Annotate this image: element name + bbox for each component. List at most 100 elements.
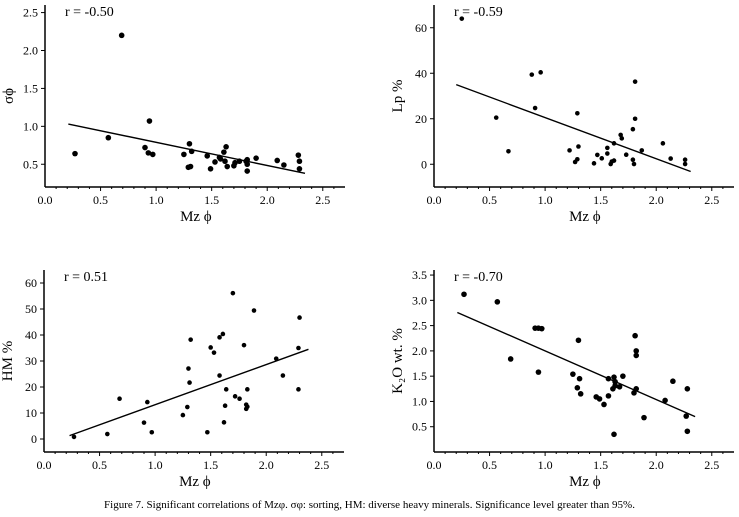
data-point <box>142 144 148 151</box>
data-point <box>662 397 668 404</box>
x-tick-label: 1.5 <box>204 193 219 207</box>
trend-line <box>457 311 696 418</box>
data-point <box>633 348 640 354</box>
data-point <box>224 163 231 170</box>
y-tick-label: 50 <box>25 302 37 316</box>
data-point <box>616 383 623 390</box>
data-point <box>620 373 626 379</box>
data-point <box>682 161 688 167</box>
data-point <box>251 308 257 313</box>
data-point <box>244 156 251 163</box>
data-point <box>149 151 156 158</box>
y-tick-label: 2.5 <box>23 6 38 20</box>
data-point <box>623 152 629 157</box>
data-point <box>532 105 538 111</box>
y-tick-label: 60 <box>25 276 37 290</box>
y-tick-label: 1.5 <box>23 81 38 95</box>
data-point <box>221 149 227 155</box>
data-point <box>273 356 279 361</box>
trend-line <box>69 348 309 437</box>
data-point <box>507 356 514 362</box>
y-axis-label: σϕ <box>1 88 17 104</box>
y-axis-label: K₂O wt. % <box>390 328 406 394</box>
data-point <box>605 145 610 151</box>
data-point <box>188 337 193 342</box>
y-tick-label: 3.0 <box>412 293 427 307</box>
data-point <box>241 342 247 348</box>
data-point <box>237 396 242 402</box>
data-point <box>244 168 251 174</box>
data-point <box>619 136 625 141</box>
data-point <box>529 72 535 77</box>
data-point <box>574 384 581 391</box>
data-point <box>595 152 600 158</box>
data-point <box>281 162 287 168</box>
data-point <box>211 350 217 355</box>
data-point <box>280 373 286 378</box>
data-point <box>207 166 214 172</box>
x-tick-label: 0.5 <box>92 458 107 472</box>
trend-line <box>455 83 691 173</box>
data-point <box>493 115 499 120</box>
data-point <box>236 158 243 165</box>
x-tick-label: 0.5 <box>93 193 108 207</box>
data-point <box>141 420 147 425</box>
data-point <box>205 429 210 435</box>
data-point <box>538 325 545 332</box>
scatter-panel-4: 0.0 0.5 1.0 1.5 2.0 2.5 0.5 1.0 1.5 2.0 2.5 3.0 3.5 M… <box>390 268 734 490</box>
data-point <box>630 126 636 132</box>
data-point <box>118 32 125 39</box>
data-point <box>232 159 238 166</box>
data-point <box>181 151 187 158</box>
x-tick-label: 2.0 <box>649 193 664 207</box>
data-point <box>611 374 617 380</box>
data-point <box>186 366 191 371</box>
data-point <box>145 399 150 405</box>
y-tick-label: 2.0 <box>412 344 427 358</box>
data-point <box>244 161 251 168</box>
data-point <box>185 404 190 410</box>
data-point <box>105 431 110 437</box>
data-point <box>220 331 226 337</box>
data-point <box>682 157 688 162</box>
data-point <box>683 413 690 419</box>
correlation-annotation: r = 0.51 <box>64 270 108 285</box>
data-point <box>71 434 77 440</box>
data-point <box>591 161 597 166</box>
data-point <box>575 110 580 116</box>
y-tick-label: 3.5 <box>412 268 427 282</box>
scatter-panel-3: 0.0 0.5 1.0 1.5 2.0 2.5 0 10 20 30 40 50 60 Mz ϕ HM % r… <box>0 270 344 490</box>
x-tick-label: 1.5 <box>593 458 608 472</box>
y-axis-label: HM % <box>0 341 16 381</box>
data-point <box>461 291 467 298</box>
data-point <box>145 150 152 156</box>
y-tick-label: 40 <box>415 66 427 80</box>
x-axis-label: Mz ϕ <box>569 209 601 225</box>
data-point <box>232 394 238 399</box>
x-tick-label: 2.5 <box>314 458 329 472</box>
x-tick-label: 1.0 <box>148 458 163 472</box>
data-point <box>494 299 501 305</box>
data-point <box>611 431 617 438</box>
data-point <box>212 159 218 165</box>
data-point <box>599 156 605 161</box>
data-point <box>632 332 638 339</box>
data-point <box>605 151 610 156</box>
x-tick-label: 1.5 <box>203 458 218 472</box>
y-tick-label: 0.5 <box>23 157 38 171</box>
data-point <box>605 393 612 399</box>
data-point <box>459 16 465 21</box>
y-tick-label: 20 <box>415 112 427 126</box>
data-point <box>630 157 636 162</box>
data-point <box>632 79 638 84</box>
y-tick-label: 20 <box>25 380 37 394</box>
y-tick-label: 30 <box>25 354 37 368</box>
data-point <box>274 157 281 164</box>
y-tick-label: 0 <box>31 432 37 446</box>
data-point <box>684 428 691 435</box>
y-tick-label: 40 <box>25 328 37 342</box>
x-tick-label: 0.0 <box>427 193 442 207</box>
data-point <box>223 387 229 392</box>
data-point <box>506 148 511 154</box>
